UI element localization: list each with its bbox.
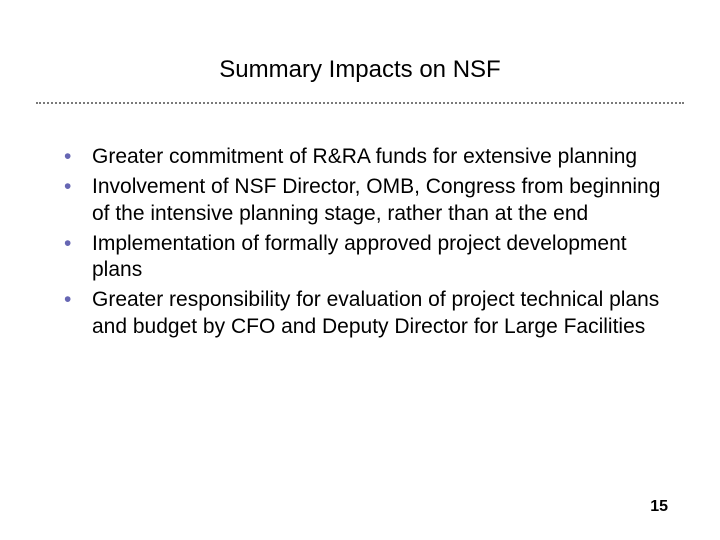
- bullet-item: Greater responsibility for evaluation of…: [58, 287, 662, 340]
- title-divider: [36, 102, 684, 104]
- bullet-item: Involvement of NSF Director, OMB, Congre…: [58, 174, 662, 227]
- bullet-item: Greater commitment of R&RA funds for ext…: [58, 144, 662, 170]
- page-number: 15: [650, 498, 668, 516]
- slide: Summary Impacts on NSF Greater commitmen…: [0, 0, 720, 540]
- bullet-item: Implementation of formally approved proj…: [58, 231, 662, 284]
- bullet-list: Greater commitment of R&RA funds for ext…: [58, 144, 662, 340]
- slide-title: Summary Impacts on NSF: [0, 0, 720, 102]
